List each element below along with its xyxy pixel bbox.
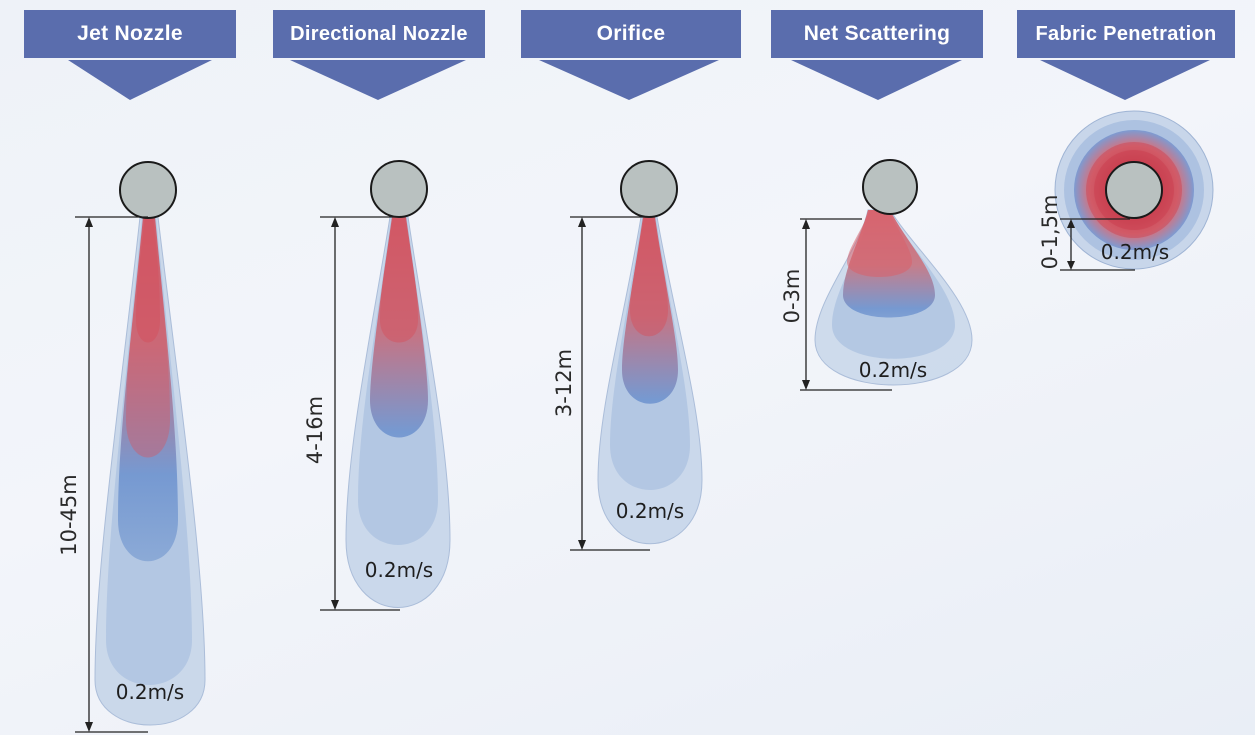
orifice-range-label: 3-12m [552,349,576,417]
orifice-duct [620,160,678,218]
header-arrow [539,60,719,100]
header-jet-nozzle: Jet Nozzle [24,10,236,58]
fabric-penetration-dimension-line [1060,218,1135,271]
header-directional-nozzle: Directional Nozzle [273,10,485,58]
header-arrow [791,60,962,100]
header-arrow [1040,60,1210,100]
fabric-penetration-duct [1105,161,1163,219]
fabric-penetration-range-label: 0-1,5m [1038,195,1062,270]
directional-nozzle-duct [370,160,428,218]
directional-nozzle-plume [345,216,451,608]
net-scattering-plume [814,209,973,386]
header-arrow [290,60,466,100]
net-scattering-duct [862,159,918,215]
net-scattering-range-label: 0-3m [780,269,804,324]
header-fabric-penetration: Fabric Penetration [1017,10,1235,58]
jet-nozzle-duct [119,161,177,219]
directional-nozzle-dimension-line [320,216,400,611]
fabric-penetration-velocity-label: 0.2m/s [1101,240,1169,264]
net-scattering-dimension-line [800,218,892,391]
orifice-dimension-line [570,216,650,551]
net-scattering-velocity-label: 0.2m/s [859,358,927,382]
directional-nozzle-velocity-label: 0.2m/s [365,558,433,582]
directional-nozzle-range-label: 4-16m [303,396,327,464]
header-orifice: Orifice [521,10,741,58]
jet-nozzle-velocity-label: 0.2m/s [116,680,184,704]
jet-nozzle-plume [94,216,206,726]
orifice-velocity-label: 0.2m/s [616,499,684,523]
header-net-scattering: Net Scattering [771,10,983,58]
jet-nozzle-dimension-line [75,216,148,733]
orifice-plume [597,216,703,545]
jet-nozzle-range-label: 10-45m [57,474,81,555]
header-arrow [68,60,212,100]
